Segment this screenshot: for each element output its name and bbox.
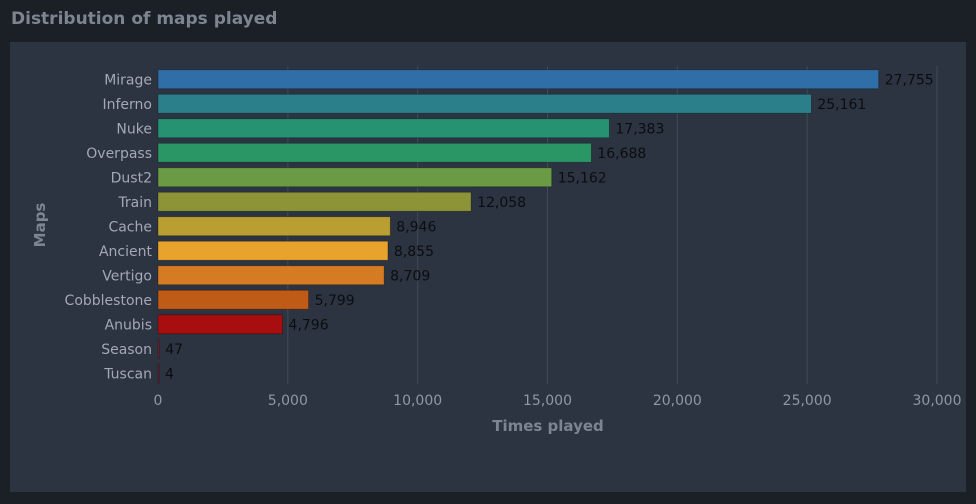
x-tick-label: 15,000 — [523, 393, 572, 409]
bar — [157, 314, 283, 335]
x-tick-label: 0 — [154, 393, 163, 409]
bar — [157, 93, 812, 114]
bar-chart: Mirage Inferno Nuke Overpass Dust2 Train Cache… — [31, 66, 962, 435]
x-tick-label: 30,000 — [913, 393, 962, 409]
data-label: 47 — [165, 342, 183, 358]
bar — [157, 167, 553, 188]
bar — [157, 338, 160, 359]
category-label: Vertigo — [102, 268, 152, 284]
data-label: 8,946 — [396, 219, 436, 235]
category-label: Cobblestone — [65, 293, 152, 309]
category-label: Overpass — [86, 146, 152, 162]
data-label: 8,709 — [390, 268, 430, 284]
data-label: 5,799 — [315, 293, 355, 309]
value-labels: 27,755 25,161 17,383 16,688 15,162 12,058 8,94… — [165, 72, 934, 382]
bars — [157, 69, 880, 384]
category-label: Season — [101, 342, 152, 358]
category-label: Ancient — [99, 244, 153, 260]
data-label: 25,161 — [817, 97, 866, 113]
bar — [157, 69, 880, 90]
data-label: 17,383 — [615, 121, 664, 137]
x-tick-label: 20,000 — [653, 393, 702, 409]
data-label: 12,058 — [477, 195, 526, 211]
data-label: 15,162 — [558, 170, 607, 186]
category-label: Nuke — [116, 121, 152, 137]
data-label: 4 — [165, 366, 174, 382]
bar — [157, 363, 160, 384]
bar — [157, 289, 309, 310]
data-label: 27,755 — [885, 72, 934, 88]
category-label: Mirage — [104, 72, 152, 88]
page-title: Distribution of maps played — [11, 9, 278, 29]
bar — [157, 216, 391, 237]
category-label: Tuscan — [103, 366, 152, 382]
bar — [157, 265, 385, 286]
data-label: 4,796 — [289, 317, 329, 333]
x-tick-labels: 0 5,000 10,000 15,000 20,000 25,000 30,000 — [154, 393, 962, 409]
category-label: Train — [117, 195, 152, 211]
data-label: 16,688 — [597, 146, 646, 162]
x-axis-title: Times played — [492, 417, 604, 435]
chart-card: Mirage Inferno Nuke Overpass Dust2 Train Cache… — [10, 42, 966, 492]
bar — [157, 118, 610, 139]
category-label: Dust2 — [111, 170, 152, 186]
category-label: Anubis — [105, 317, 152, 333]
bar — [157, 142, 592, 163]
x-tick-label: 5,000 — [268, 393, 308, 409]
y-axis-title: Maps — [31, 203, 49, 248]
bar — [157, 191, 472, 212]
category-label: Cache — [108, 219, 152, 235]
x-tick-label: 25,000 — [783, 393, 832, 409]
x-tick-label: 10,000 — [393, 393, 442, 409]
category-labels: Mirage Inferno Nuke Overpass Dust2 Train Cache… — [65, 72, 153, 382]
category-label: Inferno — [103, 97, 153, 113]
bar — [157, 240, 389, 261]
data-label: 8,855 — [394, 244, 434, 260]
